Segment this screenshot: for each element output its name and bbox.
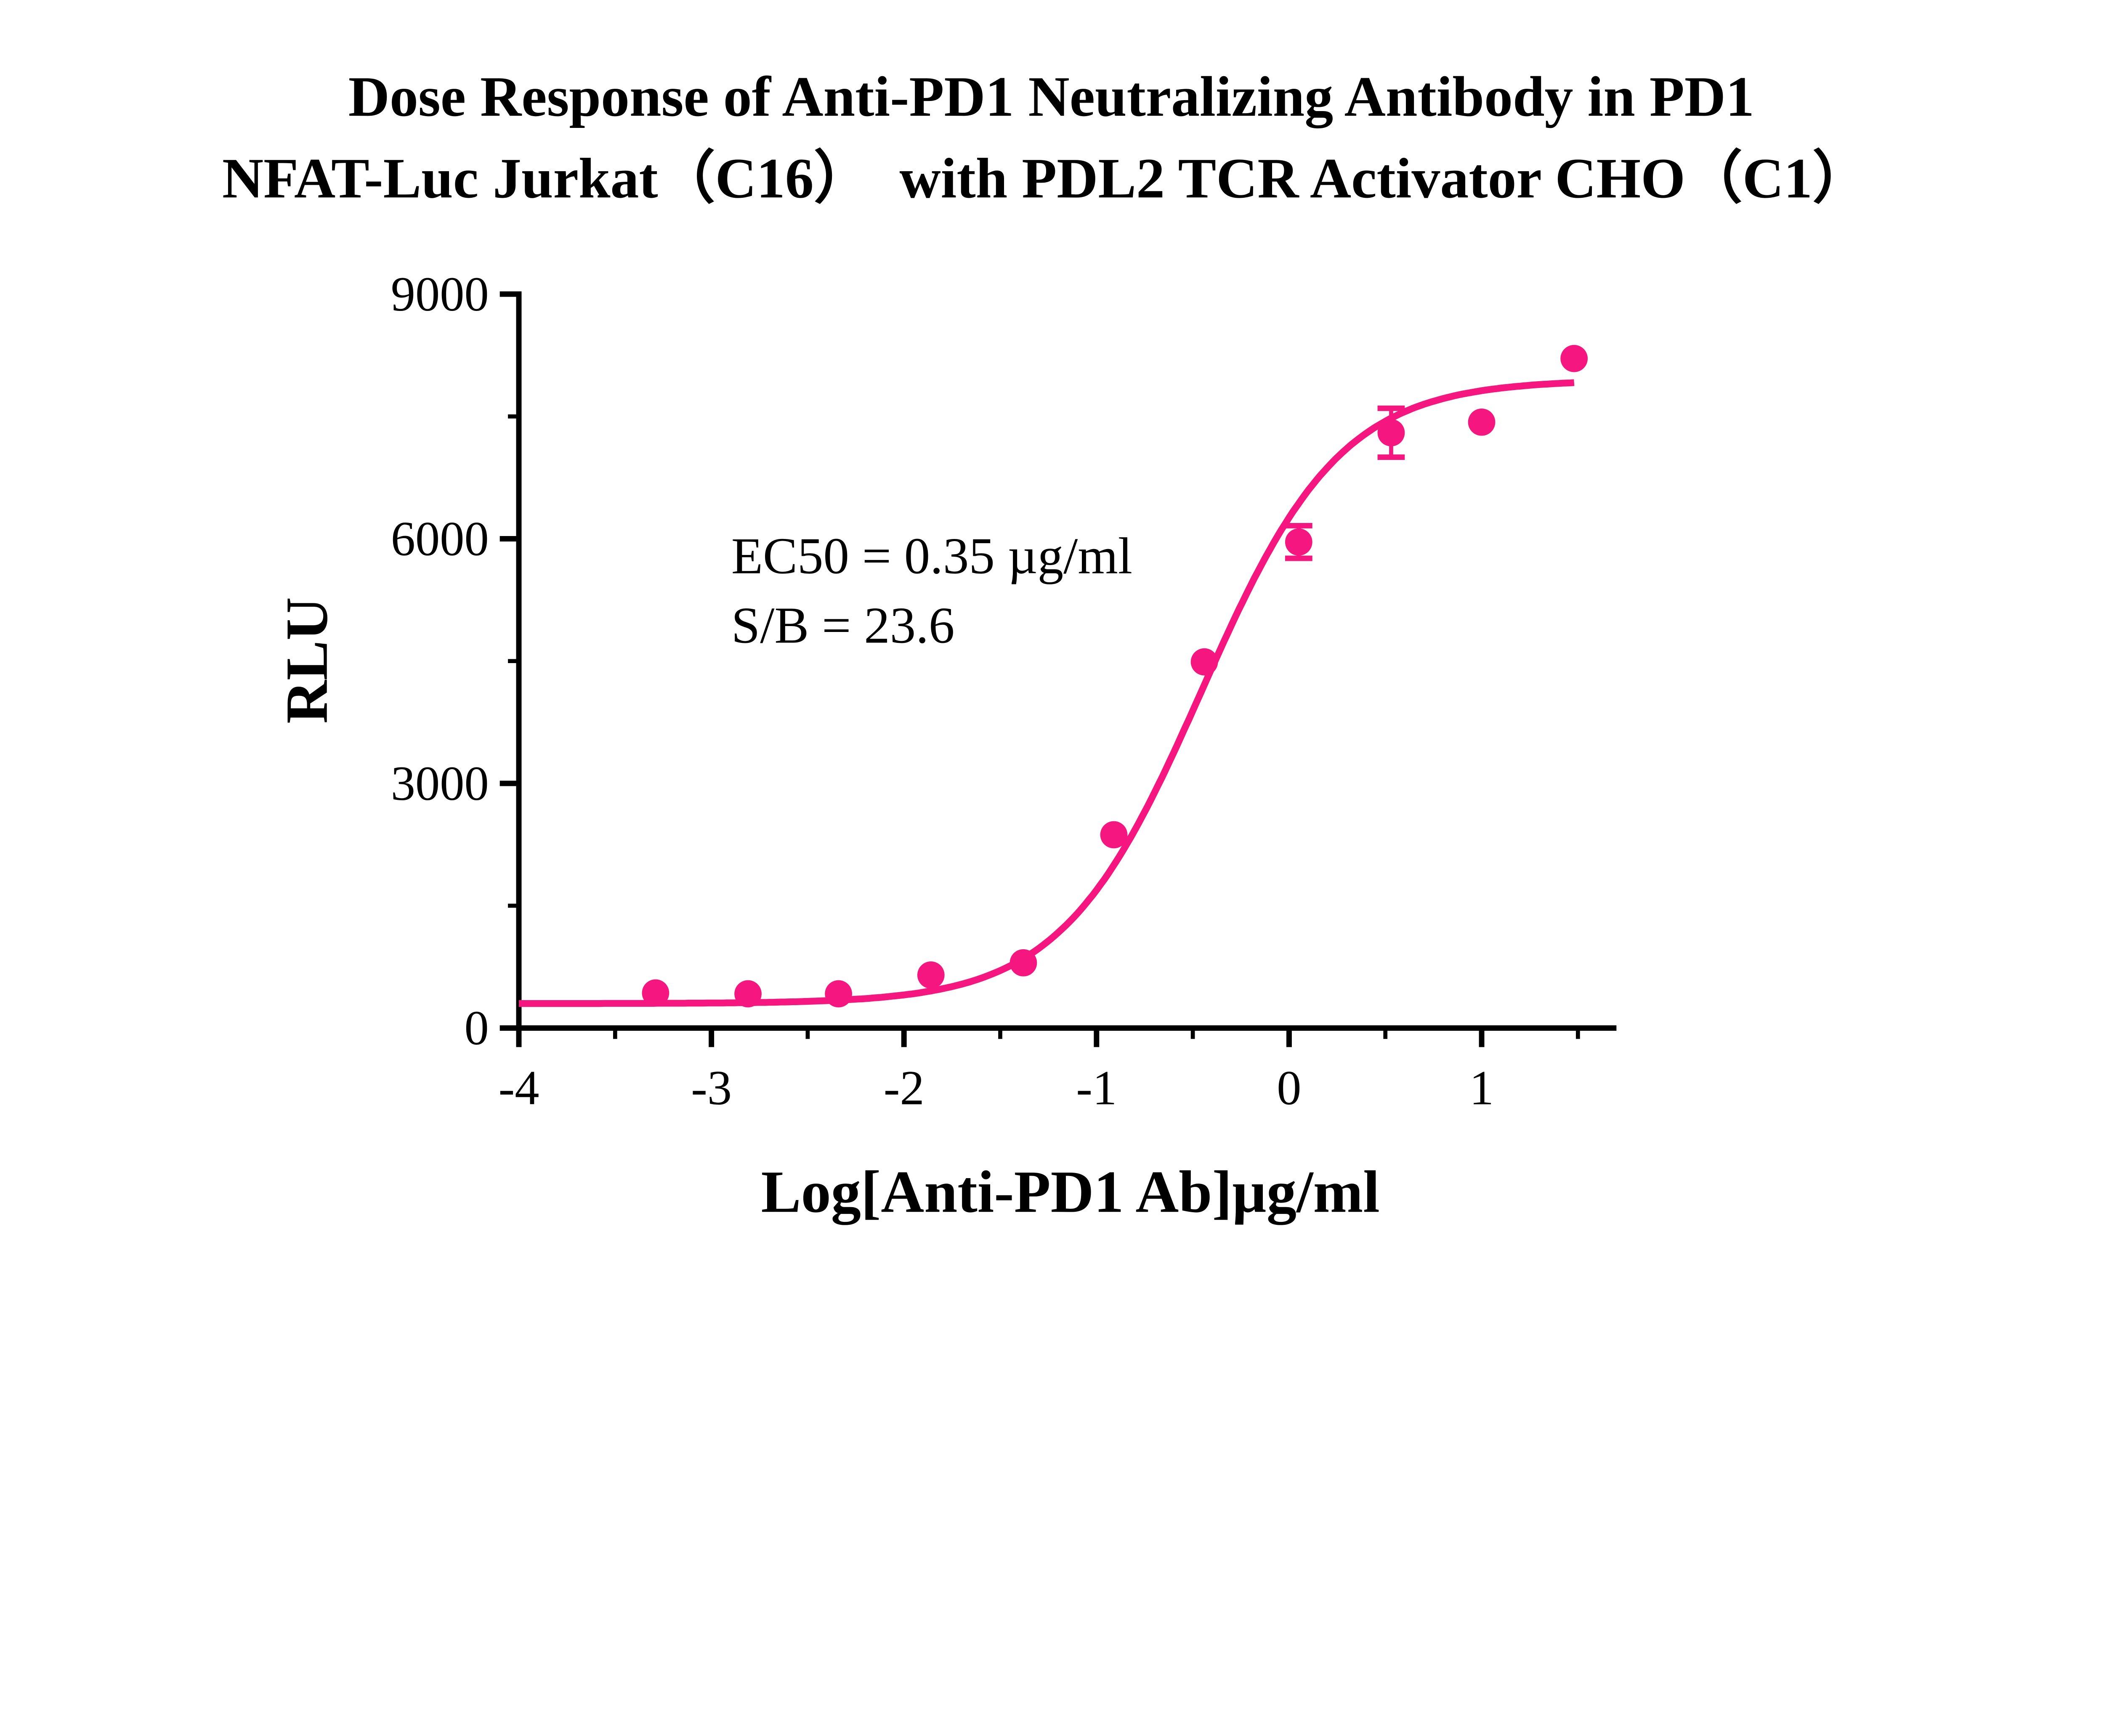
data-point <box>1468 408 1496 436</box>
x-axis-label: Log[Anti-PD1 Ab]µg/ml <box>761 1158 1380 1225</box>
data-points-group <box>642 345 1588 1008</box>
y-axis-label: RLU <box>274 597 340 724</box>
y-tick-label: 9000 <box>391 267 489 321</box>
axes: -4 -3 -2 -1 0 1 0 3000 6000 9000 <box>391 267 1617 1115</box>
ec50-annotation: EC50 = 0.35 µg/ml <box>731 527 1132 584</box>
dose-response-chart: Dose Response of Anti-PD1 Neutralizing A… <box>222 65 1870 1225</box>
data-point <box>1009 949 1037 977</box>
data-point <box>825 980 852 1008</box>
x-tick-label: -1 <box>1076 1061 1117 1115</box>
data-point <box>1560 345 1588 372</box>
x-tick-label: 1 <box>1469 1061 1494 1115</box>
data-point <box>734 980 762 1008</box>
data-point <box>1190 648 1218 676</box>
data-point <box>917 961 945 989</box>
chart-title-line-2: NFAT-Luc Jurkat（C16） with PDL2 TCR Activ… <box>222 147 1870 210</box>
data-point <box>1285 528 1312 556</box>
sb-annotation: S/B = 23.6 <box>731 597 955 654</box>
fit-curve <box>519 379 1575 1007</box>
x-tick-label: -2 <box>884 1061 924 1115</box>
data-point <box>1100 821 1128 849</box>
x-tick-label: 0 <box>1277 1061 1301 1115</box>
fit-curve-group <box>519 379 1575 1007</box>
y-tick-label: 3000 <box>391 757 489 811</box>
data-point <box>1377 419 1405 446</box>
data-point <box>642 979 669 1007</box>
chart-title-line-1: Dose Response of Anti-PD1 Neutralizing A… <box>348 65 1754 128</box>
y-tick-label: 0 <box>465 1001 489 1055</box>
x-tick-label: -4 <box>498 1061 539 1115</box>
y-tick-label: 6000 <box>391 512 489 566</box>
x-tick-label: -3 <box>691 1061 732 1115</box>
